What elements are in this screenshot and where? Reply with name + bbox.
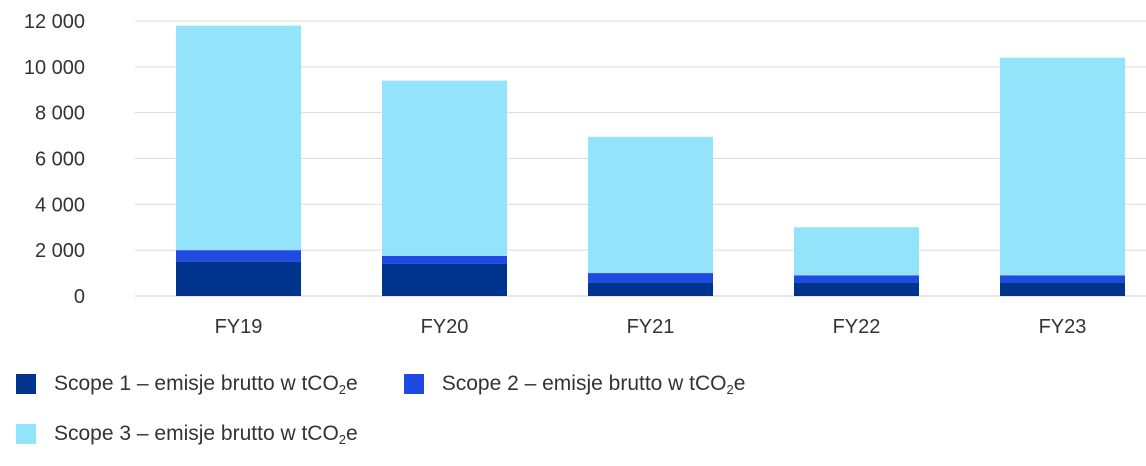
y-tick-label: 8 000 [35, 103, 85, 125]
bar-segment-scope-1 [588, 282, 713, 296]
x-axis-category-labels: FY19 FY20 FY21 FY22 FY23 [215, 316, 1087, 338]
x-category-label: FY20 [421, 316, 469, 338]
x-category-label: FY21 [627, 316, 675, 338]
legend-label-scope-1: Scope 1 – emisje brutto w tCO2e [54, 372, 358, 397]
y-tick-label: 0 [74, 286, 85, 308]
bar-segment-scope-2 [382, 255, 507, 264]
y-tick-label: 6 000 [35, 149, 85, 171]
bar-segment-scope-1 [382, 263, 507, 296]
legend-swatch-scope-3 [16, 424, 36, 444]
bars [176, 25, 1125, 296]
legend-item-scope-2: Scope 2 – emisje brutto w tCO2e [403, 372, 746, 397]
bar-segment-scope-1 [794, 282, 919, 296]
legend-row-1: Scope 1 – emisje brutto w tCO2e Scope 2 … [16, 366, 1116, 402]
bar-segment-scope-3 [176, 25, 301, 251]
legend-label-scope-3: Scope 3 – emisje brutto w tCO2e [54, 422, 358, 447]
x-category-label: FY23 [1039, 316, 1087, 338]
y-tick-label: 10 000 [24, 57, 85, 79]
legend-swatch-scope-1 [16, 374, 36, 394]
legend: Scope 1 – emisje brutto w tCO2e Scope 2 … [16, 366, 1116, 466]
bar-segment-scope-2 [588, 273, 713, 283]
legend-item-scope-1: Scope 1 – emisje brutto w tCO2e [16, 372, 358, 396]
bar-segment-scope-3 [1000, 57, 1125, 276]
legend-row-2: Scope 3 – emisje brutto w tCO2e [16, 416, 1116, 452]
y-tick-label: 2 000 [35, 240, 85, 262]
x-category-label: FY19 [215, 316, 263, 338]
bar-segment-scope-3 [382, 80, 507, 256]
bar-segment-scope-2 [1000, 275, 1125, 283]
bar-segment-scope-3 [588, 136, 713, 274]
x-category-label: FY22 [833, 316, 881, 338]
bar-segment-scope-2 [794, 275, 919, 283]
bar-segment-scope-1 [176, 261, 301, 296]
y-tick-label: 12 000 [24, 11, 85, 33]
bar-segment-scope-3 [794, 227, 919, 276]
legend-swatch-scope-2 [403, 374, 424, 394]
y-tick-label: 4 000 [35, 194, 85, 216]
bar-segment-scope-1 [1000, 282, 1125, 296]
legend-item-scope-3: Scope 3 – emisje brutto w tCO2e [16, 422, 358, 446]
bar-segment-scope-2 [176, 250, 301, 262]
legend-label-scope-2: Scope 2 – emisje brutto w tCO2e [441, 372, 746, 397]
y-axis-tick-labels: 0 2 000 4 000 6 000 8 000 10 000 12 000 [24, 11, 85, 308]
